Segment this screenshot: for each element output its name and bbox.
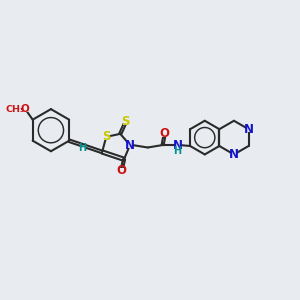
FancyBboxPatch shape [22,106,28,112]
Text: CH₃: CH₃ [5,105,24,114]
Text: O: O [21,104,30,114]
Text: N: N [244,123,254,136]
Text: S: S [122,116,130,128]
FancyBboxPatch shape [80,146,86,151]
FancyBboxPatch shape [175,149,180,154]
FancyBboxPatch shape [162,131,167,136]
Text: N: N [172,139,182,152]
Text: O: O [160,128,170,140]
Text: O: O [117,164,127,177]
Text: N: N [229,148,239,161]
Text: H: H [79,143,87,153]
Text: H: H [173,146,181,157]
FancyBboxPatch shape [127,142,133,148]
FancyBboxPatch shape [9,106,21,112]
FancyBboxPatch shape [119,168,124,173]
FancyBboxPatch shape [231,152,237,157]
Text: N: N [125,139,135,152]
Text: S: S [102,130,110,143]
FancyBboxPatch shape [246,127,251,132]
FancyBboxPatch shape [175,142,180,148]
FancyBboxPatch shape [123,119,129,125]
FancyBboxPatch shape [103,134,110,140]
